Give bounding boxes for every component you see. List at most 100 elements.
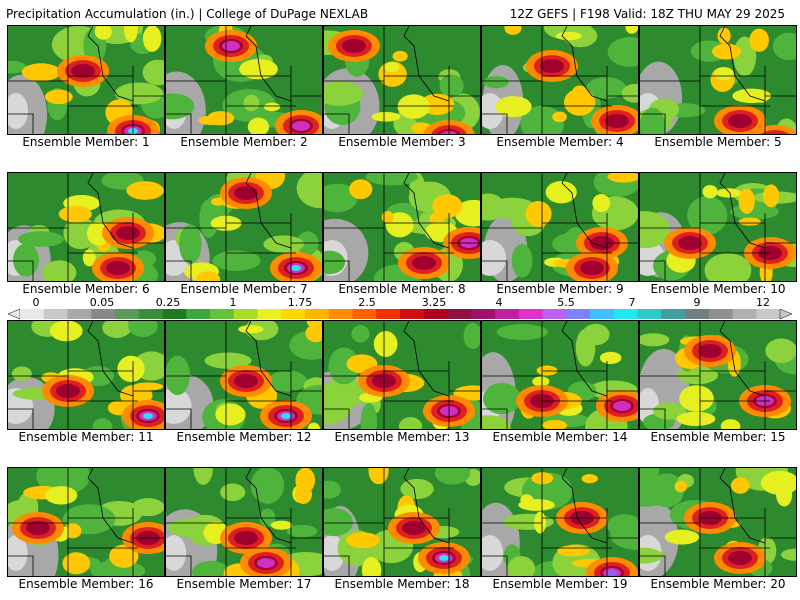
ensemble-member-label: Ensemble Member: 12: [176, 430, 312, 444]
ensemble-member-label: Ensemble Member: 2: [180, 135, 308, 149]
dry-region: [166, 388, 192, 424]
precip-region: [292, 121, 310, 131]
precip-region: [483, 76, 509, 89]
colorbar-segment: [186, 309, 211, 319]
precip-region: [439, 555, 449, 561]
state-border: [8, 555, 34, 576]
ensemble-member-map: [165, 25, 323, 135]
ensemble-member-label: Ensemble Member: 13: [334, 430, 470, 444]
precip-region: [496, 324, 548, 340]
state-border: [324, 260, 350, 281]
precip-region: [772, 32, 796, 61]
precip-region: [268, 370, 308, 392]
precip-map: [324, 321, 480, 429]
precip-region: [664, 529, 700, 545]
precip-region: [495, 96, 532, 118]
precip-region: [439, 74, 464, 98]
ensemble-member-label: Ensemble Member: 7: [180, 282, 308, 296]
state-border: [87, 26, 134, 102]
dry-region: [482, 240, 507, 276]
precip-region: [482, 415, 511, 429]
precip-region: [698, 344, 722, 358]
precip-region: [270, 520, 293, 530]
precip-region: [653, 402, 686, 420]
colorbar-max-arrow: [779, 308, 792, 320]
colorbar-tick-label: 3.25: [421, 296, 447, 309]
ensemble-member-label: Ensemble Member: 19: [492, 577, 628, 591]
precip-region: [536, 365, 558, 376]
ensemble-member-map: [481, 467, 639, 577]
ensemble-member-label: Ensemble Member: 8: [338, 282, 466, 296]
precip-region: [351, 325, 370, 343]
precip-region: [702, 184, 718, 199]
precip-region: [676, 411, 716, 426]
ensemble-member-label: Ensemble Member: 20: [650, 577, 786, 591]
dry-region: [482, 535, 504, 571]
precip-map: [640, 321, 796, 429]
state-border: [561, 321, 608, 397]
colorbar-tick-label: 0.05: [89, 296, 115, 309]
precip-region: [716, 188, 742, 198]
precip-region: [307, 422, 320, 429]
colorbar-segment: [376, 309, 401, 319]
precip-region: [552, 111, 567, 123]
precip-region: [586, 77, 626, 99]
ensemble-member-label: Ensemble Member: 18: [334, 577, 470, 591]
precip-region: [257, 558, 275, 568]
precip-region: [243, 94, 260, 112]
colorbar-segment: [400, 309, 425, 319]
colorbar-tick-label: 5.5: [557, 296, 575, 309]
state-border: [482, 113, 508, 134]
colorbar-segment: [637, 309, 662, 319]
precip-region: [398, 417, 423, 429]
precip-region: [324, 389, 352, 425]
precip-region: [192, 560, 230, 576]
precip-region: [400, 478, 434, 500]
ensemble-member-map: [323, 467, 481, 577]
precip-map: [8, 26, 164, 134]
precip-region: [678, 236, 702, 250]
state-border: [482, 555, 508, 576]
precip-region: [247, 117, 270, 134]
precip-region: [346, 532, 380, 549]
state-border: [403, 468, 450, 544]
state-border: [166, 113, 192, 134]
colorbar-segment: [67, 309, 92, 319]
precip-map: [324, 26, 480, 134]
state-border: [245, 468, 292, 544]
precip-region: [679, 385, 714, 412]
precip-region: [126, 181, 164, 200]
precip-region: [432, 194, 463, 218]
colorbar-segment: [495, 309, 520, 319]
precip-region: [733, 36, 757, 77]
precip-region: [397, 94, 430, 119]
colorbar: [8, 308, 792, 320]
precip-region: [434, 468, 471, 485]
precip-region: [717, 27, 731, 44]
precip-map: [324, 173, 480, 281]
precip-region: [324, 183, 358, 213]
colorbar-tick-label: 1: [229, 296, 237, 309]
precip-map: [8, 321, 164, 429]
ensemble-member-map: [481, 320, 639, 430]
state-border: [245, 173, 292, 249]
colorbar-tick-label: 7: [628, 296, 636, 309]
precip-region: [580, 261, 604, 275]
colorbar-segment: [661, 309, 686, 319]
precip-region: [365, 173, 418, 186]
colorbar-segment: [542, 309, 567, 319]
precip-region: [196, 271, 221, 281]
state-border: [324, 113, 350, 134]
precip-region: [581, 474, 598, 484]
precip-region: [760, 470, 796, 495]
ensemble-member-map: [7, 172, 165, 282]
precip-map: [482, 321, 638, 429]
colorbar-segment: [210, 309, 235, 319]
colorbar-segment: [20, 309, 45, 319]
precip-region: [8, 60, 27, 74]
ensemble-member-label: Ensemble Member: 10: [650, 282, 786, 296]
precip-region: [94, 26, 112, 40]
colorbar-tick-label: 12: [756, 296, 770, 309]
colorbar-segment: [590, 309, 615, 319]
colorbar-segment: [305, 309, 330, 319]
